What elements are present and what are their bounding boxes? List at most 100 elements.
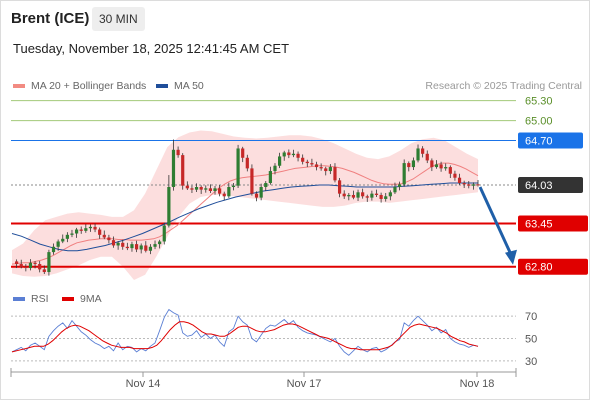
candle xyxy=(333,163,337,183)
candle xyxy=(305,159,309,168)
candle xyxy=(462,180,466,188)
candle-body xyxy=(56,241,60,247)
candle-body xyxy=(388,192,392,197)
candle-body xyxy=(324,168,328,172)
candle-body xyxy=(402,163,406,185)
candle-body xyxy=(356,192,360,198)
legend-label-ma50: MA 50 xyxy=(174,80,204,92)
candle-body xyxy=(199,187,203,190)
level-value-text: 62.80 xyxy=(525,262,553,274)
candle xyxy=(231,183,236,191)
candle xyxy=(56,239,60,251)
candle xyxy=(402,159,406,187)
candle xyxy=(319,163,323,171)
candle-body xyxy=(430,160,434,168)
candle xyxy=(28,259,33,271)
candle-body xyxy=(411,160,416,168)
candle xyxy=(162,222,166,245)
candle-body xyxy=(130,244,134,249)
candle-body xyxy=(171,149,176,187)
candle xyxy=(361,188,365,199)
legend-item-rsi: RSI xyxy=(13,293,49,305)
rsi-swatch-icon xyxy=(13,297,25,302)
candle xyxy=(15,259,19,269)
bollinger-band xyxy=(12,130,478,280)
candle-body xyxy=(305,161,309,164)
level-label-63-45: 63.45 xyxy=(518,215,588,232)
candle-body xyxy=(148,246,153,251)
candle xyxy=(134,240,139,253)
candle xyxy=(476,180,480,187)
level-value-text: 63.45 xyxy=(525,219,553,231)
rsi-level-label: 50 xyxy=(525,334,537,346)
candle-body xyxy=(333,167,337,181)
candle-body xyxy=(439,164,443,169)
level-label-64-03: 64.03 xyxy=(518,177,583,194)
candle xyxy=(457,173,462,186)
candle-body xyxy=(38,264,42,270)
candle-body xyxy=(47,252,51,273)
candle-body xyxy=(98,229,102,235)
x-tick-label: Nov 18 xyxy=(460,378,495,390)
candle xyxy=(98,227,102,239)
level-label-65-00: 65.00 xyxy=(525,116,553,128)
candle-body xyxy=(213,188,217,191)
candle xyxy=(342,190,346,199)
candle-body xyxy=(204,188,208,190)
candle-body xyxy=(111,240,116,246)
candle-body xyxy=(231,185,236,187)
candle xyxy=(421,146,425,158)
candle-body xyxy=(236,148,240,186)
candle-body xyxy=(342,193,346,197)
candle-body xyxy=(190,188,194,190)
candle-body xyxy=(393,187,397,193)
candle-body xyxy=(88,226,93,229)
candle-body xyxy=(139,245,143,250)
candle-body xyxy=(407,163,411,168)
ma20-swatch-icon xyxy=(13,84,25,89)
candle xyxy=(139,243,143,254)
9ma-swatch-icon xyxy=(62,297,74,302)
candle xyxy=(107,234,111,244)
candle-body xyxy=(319,167,323,169)
candle xyxy=(185,181,189,190)
x-tick-label: Nov 14 xyxy=(126,378,161,390)
candle-body xyxy=(245,157,249,169)
candle-body xyxy=(476,184,480,186)
candle-body xyxy=(425,153,429,161)
candle-body xyxy=(453,173,457,178)
candle xyxy=(379,192,383,203)
candle xyxy=(74,227,79,238)
candle-body xyxy=(347,194,351,197)
candle xyxy=(167,175,171,228)
legend-label-rsi: RSI xyxy=(31,293,49,305)
candle xyxy=(236,144,240,188)
candle-body xyxy=(74,229,79,234)
candle-body xyxy=(167,187,171,226)
candle xyxy=(70,229,74,238)
candle-body xyxy=(310,163,314,165)
candle xyxy=(453,170,457,181)
candle xyxy=(241,146,245,163)
copyright-text: Research © 2025 Trading Central xyxy=(425,80,582,92)
candle-body xyxy=(185,185,189,189)
ma50-swatch-icon xyxy=(156,84,168,89)
timeframe-badge[interactable]: 30 MIN xyxy=(92,7,145,31)
candle xyxy=(365,194,369,202)
candle-body xyxy=(33,262,37,265)
candle-body xyxy=(264,183,268,187)
candle xyxy=(213,186,217,195)
candle-body xyxy=(291,153,296,156)
candle xyxy=(171,139,176,191)
candle xyxy=(84,224,88,233)
candle xyxy=(268,166,272,185)
candle xyxy=(130,241,134,252)
candle xyxy=(176,146,180,158)
candle-body xyxy=(65,234,69,239)
level-value-box xyxy=(518,177,583,194)
candle xyxy=(374,189,379,197)
rsi-level-label: 30 xyxy=(525,356,537,368)
candle xyxy=(425,150,429,164)
candle xyxy=(181,153,185,190)
